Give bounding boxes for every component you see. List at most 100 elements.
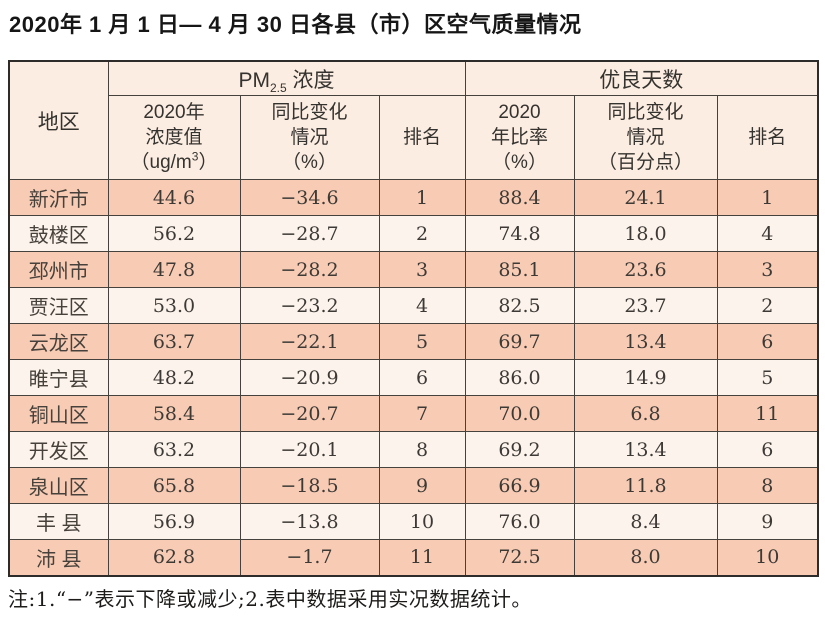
- table-row: 泉山区 65.8 −18.5 9 66.9 11.8 8: [8, 467, 819, 504]
- unit-suffix: ）: [198, 152, 218, 173]
- table-row: 邳州市 47.8 −28.2 3 85.1 23.6 3: [8, 251, 819, 288]
- pm-change-cell: −20.1: [239, 431, 380, 468]
- days-ratio-cell: 76.0: [464, 503, 575, 540]
- header-line: （ug/m3）: [109, 150, 240, 175]
- region-cell: 泉山区: [8, 467, 109, 504]
- days-ratio-cell: 66.9: [464, 467, 575, 504]
- region-cell: 沛 县: [8, 539, 109, 576]
- table-row: 开发区 63.2 −20.1 8 69.2 13.4 6: [8, 431, 819, 468]
- days-rank-cell: 5: [716, 359, 819, 396]
- table-row: 铜山区 58.4 −20.7 7 70.0 6.8 11: [8, 395, 819, 432]
- table-row: 睢宁县 48.2 −20.9 6 86.0 14.9 5: [8, 359, 819, 396]
- pm-rank-cell: 4: [378, 287, 466, 324]
- days-change-cell: 23.7: [573, 287, 718, 324]
- col-header-pm-rank: 排名: [378, 95, 466, 180]
- pm-change-cell: −23.2: [239, 287, 380, 324]
- table-row: 贾汪区 53.0 −23.2 4 82.5 23.7 2: [8, 287, 819, 324]
- header-line: 同比变化: [271, 102, 348, 123]
- days-ratio-cell: 70.0: [464, 395, 575, 432]
- days-ratio-cell: 85.1: [464, 251, 575, 288]
- pm-rank-cell: 5: [378, 323, 466, 360]
- pm-rank-cell: 10: [378, 503, 466, 540]
- table-body: 新沂市 44.6 −34.6 1 88.4 24.1 1 鼓楼区 56.2 −2…: [8, 179, 819, 576]
- pm-rank-cell: 9: [378, 467, 466, 504]
- table-row: 新沂市 44.6 −34.6 1 88.4 24.1 1: [8, 179, 819, 216]
- header-line: 2020年: [143, 102, 205, 123]
- region-cell: 开发区: [8, 431, 109, 468]
- header-line: （百分点）: [597, 152, 693, 173]
- pm-subscript: 2.5: [269, 80, 287, 95]
- days-change-cell: 18.0: [573, 215, 718, 252]
- days-ratio-cell: 69.7: [464, 323, 575, 360]
- days-ratio-cell: 88.4: [464, 179, 575, 216]
- region-cell: 邳州市: [8, 251, 109, 288]
- pm-value-cell: 44.6: [107, 179, 241, 216]
- days-rank-cell: 10: [716, 539, 819, 576]
- days-rank-cell: 1: [716, 179, 819, 216]
- days-change-cell: 6.8: [573, 395, 718, 432]
- pm-label-suffix: 浓度: [286, 68, 335, 92]
- days-rank-cell: 9: [716, 503, 819, 540]
- days-rank-cell: 6: [716, 431, 819, 468]
- pm-change-cell: −20.7: [239, 395, 380, 432]
- days-change-cell: 23.6: [573, 251, 718, 288]
- region-cell: 鼓楼区: [8, 215, 109, 252]
- col-group-pm25: PM2.5 浓度: [107, 60, 466, 96]
- days-rank-cell: 8: [716, 467, 819, 504]
- col-header-pm-change: 同比变化 情况 （%）: [239, 95, 380, 180]
- col-header-days-change: 同比变化 情况 （百分点）: [573, 95, 718, 180]
- days-change-cell: 13.4: [573, 431, 718, 468]
- col-header-days-ratio: 2020 年比率 （%）: [464, 95, 575, 180]
- pm-rank-cell: 11: [378, 539, 466, 576]
- pm-rank-cell: 8: [378, 431, 466, 468]
- pm-rank-cell: 2: [378, 215, 466, 252]
- header-line: 情况: [626, 127, 665, 148]
- pm-value-cell: 58.4: [107, 395, 241, 432]
- pm-change-cell: −28.7: [239, 215, 380, 252]
- pm-change-cell: −13.8: [239, 503, 380, 540]
- days-ratio-cell: 82.5: [464, 287, 575, 324]
- days-ratio-cell: 72.5: [464, 539, 575, 576]
- region-cell: 丰 县: [8, 503, 109, 540]
- pm-rank-cell: 7: [378, 395, 466, 432]
- days-rank-cell: 3: [716, 251, 819, 288]
- days-ratio-cell: 69.2: [464, 431, 575, 468]
- col-header-region: 地区: [8, 60, 109, 180]
- pm-value-cell: 56.9: [107, 503, 241, 540]
- header-line: （%）: [282, 152, 337, 173]
- air-quality-table: 地区 PM2.5 浓度 优良天数 2020年 浓度值 （ug/m3） 同比变化 …: [8, 60, 819, 577]
- pm-value-cell: 56.2: [107, 215, 241, 252]
- days-change-cell: 13.4: [573, 323, 718, 360]
- days-rank-cell: 4: [716, 215, 819, 252]
- days-ratio-cell: 86.0: [464, 359, 575, 396]
- pm-value-cell: 63.7: [107, 323, 241, 360]
- pm-change-cell: −34.6: [239, 179, 380, 216]
- pm-value-cell: 62.8: [107, 539, 241, 576]
- days-change-cell: 11.8: [573, 467, 718, 504]
- pm-value-cell: 48.2: [107, 359, 241, 396]
- pm-change-cell: −28.2: [239, 251, 380, 288]
- days-change-cell: 24.1: [573, 179, 718, 216]
- pm-value-cell: 65.8: [107, 467, 241, 504]
- table-row: 丰 县 56.9 −13.8 10 76.0 8.4 9: [8, 503, 819, 540]
- pm-change-cell: −20.9: [239, 359, 380, 396]
- table-row: 鼓楼区 56.2 −28.7 2 74.8 18.0 4: [8, 215, 819, 252]
- header-sub-row: 2020年 浓度值 （ug/m3） 同比变化 情况 （%） 排名 2020 年比…: [9, 95, 819, 180]
- days-rank-cell: 2: [716, 287, 819, 324]
- header-line: 同比变化: [607, 102, 684, 123]
- header-line: 浓度值: [145, 127, 203, 148]
- header-line: 2020: [498, 102, 541, 123]
- table-header: 地区 PM2.5 浓度 优良天数 2020年 浓度值 （ug/m3） 同比变化 …: [8, 60, 819, 180]
- unit-superscript: 3: [191, 149, 199, 164]
- days-ratio-cell: 74.8: [464, 215, 575, 252]
- page-title: 2020年 1 月 1 日— 4 月 30 日各县（市）区空气质量情况: [9, 12, 582, 37]
- header-line: 情况: [290, 127, 329, 148]
- pm-change-cell: −18.5: [239, 467, 380, 504]
- region-cell: 睢宁县: [8, 359, 109, 396]
- pm-value-cell: 53.0: [107, 287, 241, 324]
- days-rank-cell: 11: [716, 395, 819, 432]
- days-change-cell: 14.9: [573, 359, 718, 396]
- region-cell: 铜山区: [8, 395, 109, 432]
- footnote: 注:1.“−”表示下降或减少;2.表中数据采用实况数据统计。: [8, 587, 532, 611]
